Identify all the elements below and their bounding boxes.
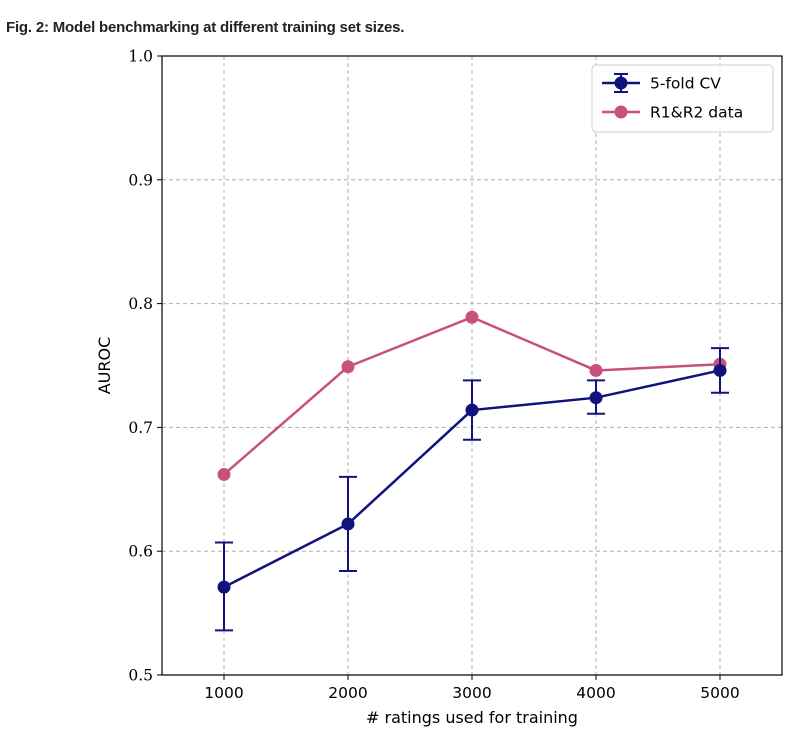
series <box>215 310 729 632</box>
r1-r2-data-point <box>589 363 603 377</box>
r1-r2-data-point <box>465 310 479 324</box>
five-fold-cv-point <box>713 363 727 377</box>
y-tick-label: 0.8 <box>128 295 153 313</box>
five-fold-cv-point <box>589 391 603 405</box>
r1-r2-data-point <box>217 467 231 481</box>
legend-marker-r1-r2-data <box>614 105 628 119</box>
five-fold-cv-point <box>465 403 479 417</box>
r1-r2-data-point <box>341 360 355 374</box>
x-tick-label: 3000 <box>452 684 491 702</box>
legend: 5-fold CV R1&R2 data <box>591 64 774 133</box>
x-tick-label: 5000 <box>700 684 739 702</box>
axis-ticks: 1000 2000 3000 4000 5000 0.5 0.6 0.7 0.8 0.9 1.0 <box>128 48 739 703</box>
x-tick-label: 1000 <box>204 684 243 702</box>
figure-caption: Fig. 2: Model benchmarking at different … <box>6 19 405 36</box>
legend-label-five-fold-cv: 5-fold CV <box>650 75 721 93</box>
legend-label-r1-r2-data: R1&R2 data <box>650 104 743 122</box>
y-tick-label: 1.0 <box>128 48 153 66</box>
x-tick-label: 4000 <box>576 684 615 702</box>
five-fold-cv-point <box>217 580 231 594</box>
y-axis-label: AUROC <box>95 337 114 395</box>
x-tick-label: 2000 <box>328 684 367 702</box>
five-fold-cv-point <box>341 517 355 531</box>
y-tick-label: 0.7 <box>128 419 153 437</box>
series-five-fold-cv <box>215 347 729 632</box>
y-tick-label: 0.5 <box>128 667 153 685</box>
y-tick-label: 0.6 <box>128 543 153 561</box>
legend-marker-five-fold-cv <box>614 76 628 90</box>
x-axis-label: # ratings used for training <box>366 708 578 727</box>
y-tick-label: 0.9 <box>128 171 153 189</box>
